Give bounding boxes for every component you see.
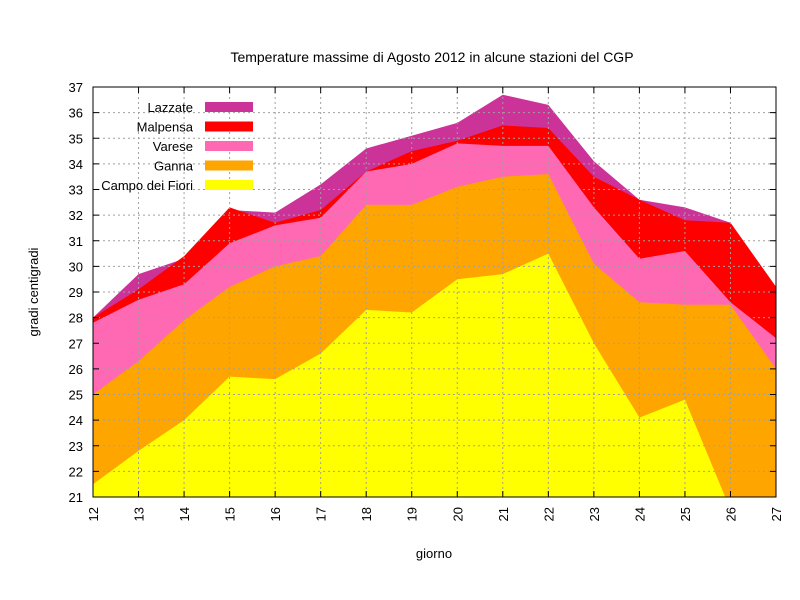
y-tick-label-10: 31 (69, 234, 83, 249)
y-tick-label-6: 27 (69, 336, 83, 351)
y-tick-label-5: 26 (69, 362, 83, 377)
x-tick-label-10: 22 (541, 507, 556, 521)
legend-label-4: Campo dei Fiori (101, 178, 193, 193)
x-tick-label-12: 24 (632, 507, 647, 521)
legend-label-1: Malpensa (137, 120, 194, 135)
x-tick-label-8: 20 (450, 507, 465, 521)
x-tick-label-14: 26 (723, 507, 738, 521)
y-tick-label-9: 30 (69, 259, 83, 274)
y-tick-label-13: 34 (69, 157, 83, 172)
legend-swatch-3 (205, 161, 253, 171)
x-tick-label-4: 16 (268, 507, 283, 521)
x-tick-label-9: 21 (496, 507, 511, 521)
y-tick-label-1: 22 (69, 464, 83, 479)
chart: Temperature massime di Agosto 2012 in al… (0, 0, 800, 600)
y-tick-label-2: 23 (69, 439, 83, 454)
x-tick-label-3: 15 (223, 507, 238, 521)
y-tick-label-14: 35 (69, 131, 83, 146)
legend-label-0: Lazzate (147, 100, 193, 115)
y-tick-label-11: 32 (69, 208, 83, 223)
legend-label-2: Varese (153, 139, 193, 154)
y-tick-label-7: 28 (69, 311, 83, 326)
y-tick-label-4: 25 (69, 388, 83, 403)
y-tick-label-8: 29 (69, 285, 83, 300)
y-tick-label-3: 24 (69, 413, 83, 428)
legend-swatch-1 (205, 122, 253, 132)
y-axis-label: gradi centigradi (26, 247, 41, 336)
y-tick-label-12: 33 (69, 183, 83, 198)
x-tick-label-15: 27 (769, 507, 784, 521)
legend-swatch-0 (205, 102, 253, 112)
y-tick-label-0: 21 (69, 490, 83, 505)
x-tick-label-0: 12 (86, 507, 101, 521)
x-tick-label-11: 23 (587, 507, 602, 521)
x-tick-label-7: 19 (405, 507, 420, 521)
x-tick-label-1: 13 (132, 507, 147, 521)
y-tick-label-16: 37 (69, 80, 83, 95)
x-axis-label: giorno (416, 546, 452, 561)
x-tick-label-6: 18 (359, 507, 374, 521)
legend-swatch-4 (205, 180, 253, 190)
legend-label-3: Ganna (154, 159, 194, 174)
legend-swatch-2 (205, 141, 253, 151)
x-tick-label-2: 14 (177, 507, 192, 521)
x-tick-label-5: 17 (314, 507, 329, 521)
chart-title: Temperature massime di Agosto 2012 in al… (230, 49, 633, 65)
y-tick-label-15: 36 (69, 106, 83, 121)
x-tick-label-13: 25 (678, 507, 693, 521)
